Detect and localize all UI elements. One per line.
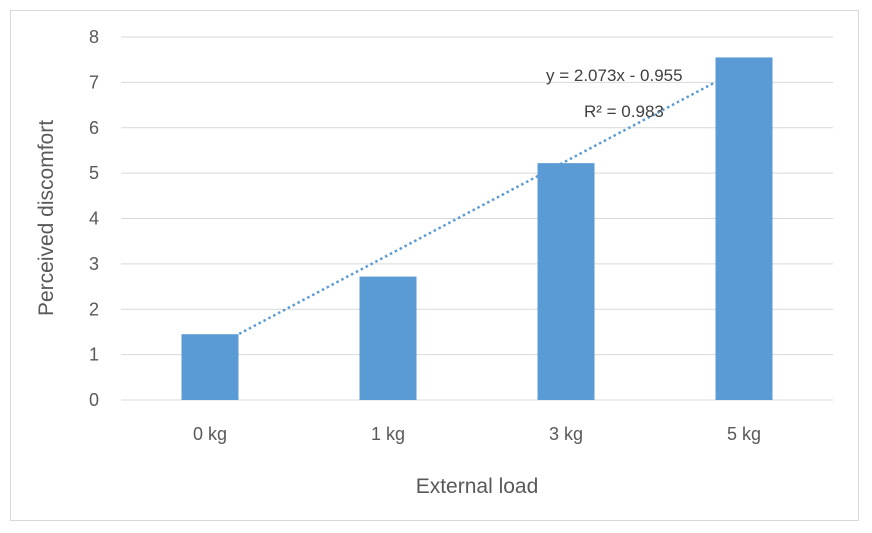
bar-2 bbox=[537, 163, 595, 400]
y-tick-label-5: 5 bbox=[89, 163, 99, 183]
y-tick-label-6: 6 bbox=[89, 118, 99, 138]
y-tick-label-1: 1 bbox=[89, 345, 99, 365]
y-tick-label-0: 0 bbox=[89, 390, 99, 410]
trendline bbox=[209, 65, 745, 351]
y-tick-label-4: 4 bbox=[89, 209, 99, 229]
bar-0 bbox=[181, 334, 239, 400]
y-tick-label-7: 7 bbox=[89, 72, 99, 92]
x-tick-label-3: 5 kg bbox=[727, 424, 761, 444]
bar-3 bbox=[715, 57, 773, 400]
trendline-r-squared: R² = 0.983 bbox=[584, 102, 664, 121]
bars bbox=[181, 57, 773, 400]
x-tick-label-1: 1 kg bbox=[371, 424, 405, 444]
y-tick-label-3: 3 bbox=[89, 254, 99, 274]
trendline-equation: y = 2.073x - 0.955 bbox=[546, 66, 683, 85]
y-tick-label-2: 2 bbox=[89, 299, 99, 319]
bar-1 bbox=[359, 276, 417, 400]
x-tick-label-2: 3 kg bbox=[549, 424, 583, 444]
x-tick-labels: 0 kg 1 kg 3 kg 5 kg bbox=[193, 424, 761, 444]
y-tick-label-8: 8 bbox=[89, 27, 99, 47]
x-axis-title: External load bbox=[416, 475, 539, 498]
x-tick-label-0: 0 kg bbox=[193, 424, 227, 444]
gridlines bbox=[121, 36, 833, 401]
y-axis-title: Perceived discomfort bbox=[35, 120, 58, 316]
y-tick-labels: 0 1 2 3 4 5 6 7 8 bbox=[89, 27, 99, 410]
